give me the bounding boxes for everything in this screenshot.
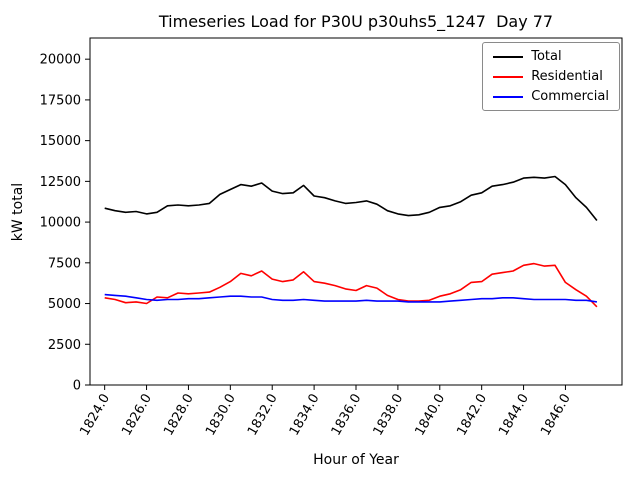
legend-item-residential: Residential xyxy=(493,70,609,83)
y-tick-label: 20000 xyxy=(40,53,81,68)
x-tick-label: 1834.0 xyxy=(287,392,323,439)
y-tick-label: 2500 xyxy=(48,338,81,353)
legend-line-sample xyxy=(493,95,524,98)
y-tick-label: 0 xyxy=(73,379,81,394)
legend-item-commercial: Commercial xyxy=(493,90,609,103)
x-tick-label: 1844.0 xyxy=(496,392,532,439)
x-tick-label: 1824.0 xyxy=(77,392,113,439)
x-tick-label: 1840.0 xyxy=(413,392,449,439)
y-tick-label: 5000 xyxy=(48,297,81,312)
legend-line-sample xyxy=(493,55,524,58)
y-tick-label: 10000 xyxy=(40,216,81,231)
legend-label: Total xyxy=(531,49,562,64)
x-axis-label: Hour of Year xyxy=(313,452,399,468)
legend: Total Residential Commercial xyxy=(482,42,620,111)
y-tick-label: 12500 xyxy=(40,175,81,190)
x-tick-label: 1830.0 xyxy=(203,392,239,439)
x-tick-label: 1832.0 xyxy=(245,392,281,439)
legend-label: Commercial xyxy=(531,89,609,104)
x-tick-label: 1826.0 xyxy=(119,392,155,439)
y-tick-label: 7500 xyxy=(48,256,81,271)
x-tick-label: 1842.0 xyxy=(454,392,490,439)
axes-frame xyxy=(89,37,623,386)
legend-item-total: Total xyxy=(493,50,609,63)
y-tick-label: 15000 xyxy=(40,134,81,149)
legend-label: Residential xyxy=(531,69,603,84)
series-line-total xyxy=(104,175,598,222)
x-tick-label: 1838.0 xyxy=(371,392,407,439)
x-tick-label: 1846.0 xyxy=(538,392,574,439)
series-line-residential xyxy=(104,262,598,308)
chart-title: Timeseries Load for P30U p30uhs5_1247 Da… xyxy=(158,12,554,31)
series-line-commercial xyxy=(104,293,598,303)
x-tick-label: 1836.0 xyxy=(329,392,365,439)
y-tick-label: 17500 xyxy=(40,93,81,108)
x-tick-label: 1828.0 xyxy=(161,392,197,439)
legend-line-sample xyxy=(493,75,524,78)
